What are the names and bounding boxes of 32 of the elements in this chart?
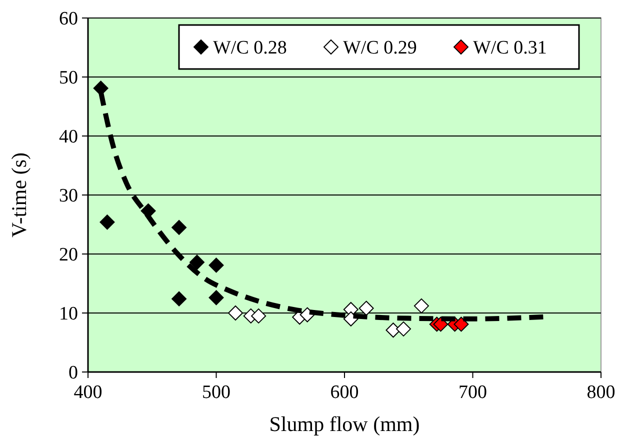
- point: [100, 214, 115, 230]
- point: [433, 316, 448, 332]
- x-tick-label: 500: [202, 382, 230, 403]
- x-tick-label: 800: [586, 382, 616, 403]
- point: [251, 308, 266, 324]
- y-tick-label: 40: [59, 126, 78, 148]
- legend-label: W/C 0.31: [473, 38, 547, 59]
- point: [386, 322, 401, 338]
- x-tick-label: 400: [74, 382, 102, 403]
- point: [172, 220, 187, 235]
- x-tick-label: 700: [458, 382, 487, 403]
- legend-label: W/C 0.28: [213, 38, 287, 59]
- y-tick-label: 0: [68, 362, 78, 384]
- point: [172, 291, 187, 306]
- point: [396, 321, 411, 336]
- point: [208, 258, 224, 273]
- y-tick-label: 60: [59, 8, 78, 30]
- y-axis-title: V-time (s): [7, 152, 31, 238]
- point: [190, 254, 205, 270]
- point: [454, 316, 469, 332]
- y-tick-label: 50: [59, 68, 78, 89]
- point: [343, 311, 358, 326]
- point: [208, 290, 224, 306]
- y-tick-label: 20: [59, 244, 78, 266]
- x-axis-title: Slump flow (mm): [269, 412, 420, 436]
- point: [358, 300, 374, 316]
- point: [228, 306, 243, 320]
- legend-label: W/C 0.29: [343, 38, 417, 59]
- y-tick-label: 10: [59, 304, 78, 325]
- point: [414, 298, 429, 314]
- y-tick-label: 30: [59, 186, 78, 207]
- x-tick-label: 600: [330, 382, 359, 403]
